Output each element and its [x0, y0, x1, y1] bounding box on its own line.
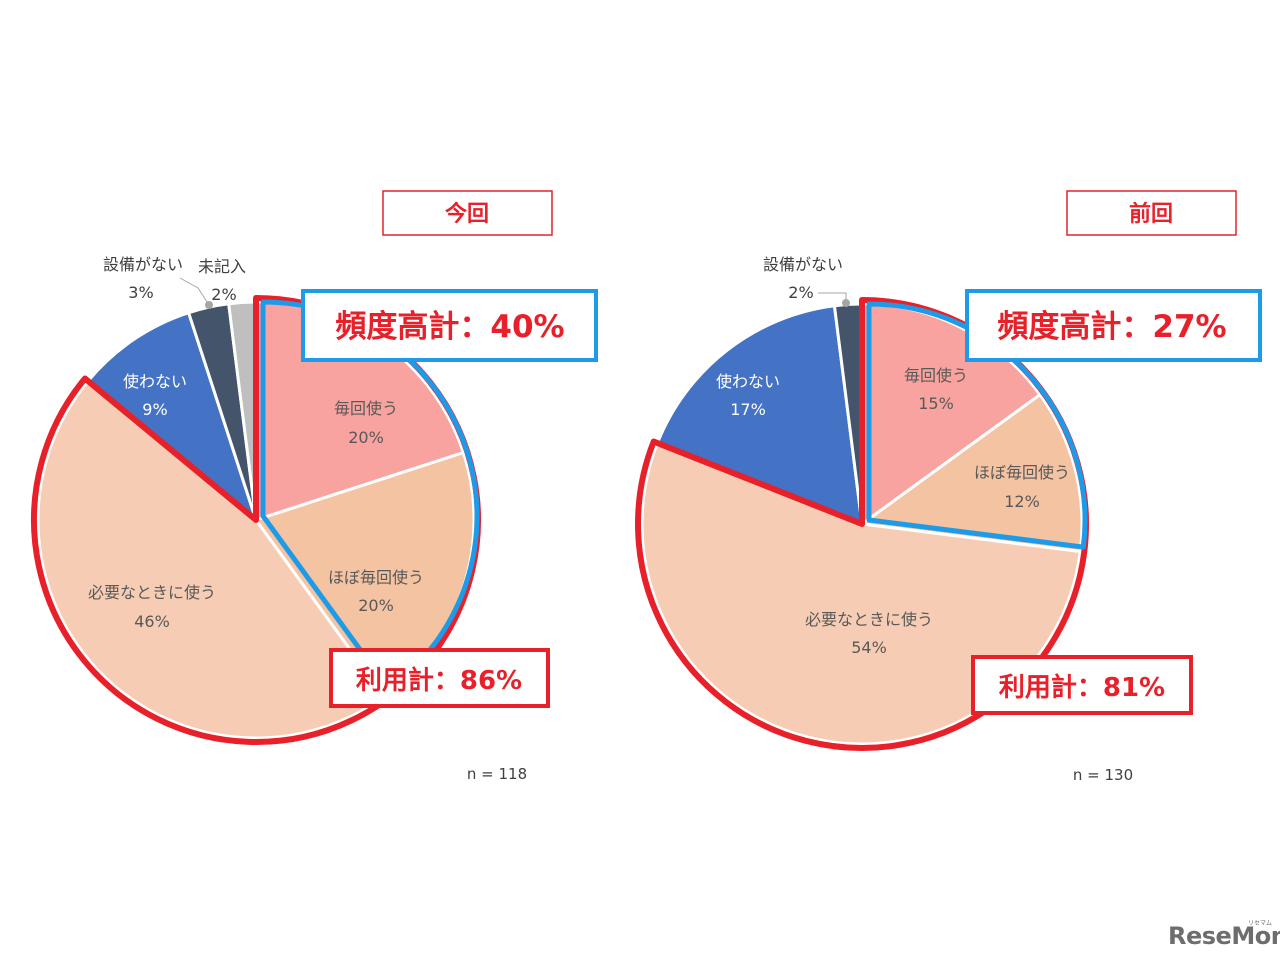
- slice-label-not-used: 使わない: [123, 372, 187, 391]
- frequent-total-outline: [866, 301, 1088, 550]
- slice-value-when-needed: 54%: [851, 638, 887, 657]
- label-no-equipment: 設備がない: [763, 255, 843, 274]
- pie-chart-current: 今回 毎回使う 20% ほぼ毎回使う 20% 必要なときに使う 46% 使わない…: [31, 190, 598, 783]
- slice-label-every-time: 毎回使う: [904, 366, 968, 385]
- watermark-text: ReseMom: [1168, 922, 1280, 950]
- slice-value-almost-every-time: 20%: [358, 596, 394, 615]
- pie-slice: [85, 310, 260, 525]
- pie-slices: [36, 300, 476, 740]
- slice-value-when-needed: 46%: [134, 612, 170, 631]
- callout-frequent-total: [965, 289, 1262, 362]
- chart-title-box: [1066, 190, 1237, 236]
- value-no-equipment: 3%: [128, 283, 153, 302]
- slice-label-almost-every-time: ほぼ毎回使う: [328, 568, 424, 587]
- chart-title-box: [382, 190, 553, 236]
- label-no-equipment: 設備がない: [103, 255, 183, 274]
- callout-frequent-total: [301, 289, 598, 362]
- callout-usage-total-text: 利用計：86%: [356, 665, 522, 696]
- callout-usage-total: [329, 648, 550, 708]
- pie-slice: [640, 441, 1082, 746]
- leader-line-no-equipment: [179, 277, 210, 306]
- sample-size: n = 130: [1073, 766, 1133, 784]
- leader-line-no-equipment: [818, 292, 847, 303]
- slice-label-not-used: 使わない: [716, 372, 780, 391]
- chart-title: 前回: [1129, 201, 1173, 227]
- pie-slice: [655, 304, 864, 527]
- slice-label-when-needed: 必要なときに使う: [805, 610, 933, 629]
- callout-frequent-total-text: 頻度高計：40%: [335, 309, 564, 345]
- slice-value-almost-every-time: 12%: [1004, 492, 1040, 511]
- pie-slice: [858, 392, 1084, 554]
- chart-title: 今回: [445, 201, 489, 227]
- callout-usage-total: [971, 655, 1193, 715]
- pie-slice: [36, 378, 387, 740]
- slice-value-every-time: 20%: [348, 428, 384, 447]
- value-no-equipment: 2%: [788, 283, 813, 302]
- slice-label-every-time: 毎回使う: [334, 399, 398, 418]
- callout-frequent-total-text: 頻度高計：27%: [997, 309, 1226, 345]
- slice-value-every-time: 15%: [918, 394, 954, 413]
- label-unanswered: 未記入: [198, 257, 246, 276]
- sample-size: n = 118: [467, 765, 527, 783]
- leader-dot-no-equipment: [842, 299, 850, 307]
- slice-label-when-needed: 必要なときに使う: [88, 583, 216, 602]
- leader-dot-no-equipment: [205, 301, 213, 309]
- watermark-kana: リセマム: [1248, 920, 1272, 927]
- slice-value-not-used: 9%: [142, 400, 167, 419]
- callout-usage-total-text: 利用計：81%: [999, 672, 1165, 703]
- slice-label-almost-every-time: ほぼ毎回使う: [974, 463, 1070, 482]
- resemom-logo: ReseMom リセマム: [1168, 920, 1280, 950]
- pie-chart-previous: 前回 毎回使う 15% ほぼ毎回使う 12% 必要なときに使う 54% 使わない…: [635, 190, 1262, 784]
- slice-value-not-used: 17%: [730, 400, 766, 419]
- value-unanswered: 2%: [211, 285, 236, 304]
